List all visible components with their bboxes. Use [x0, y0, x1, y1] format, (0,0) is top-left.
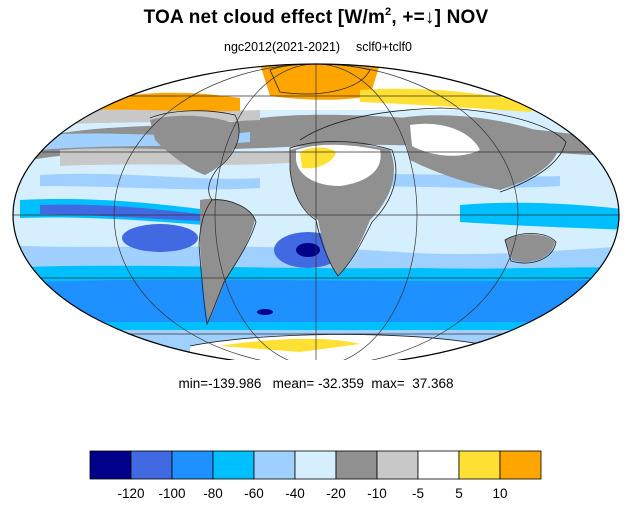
colorbar-label: -120	[117, 486, 144, 501]
coastline-south-america	[198, 199, 257, 326]
arctic-orange-west	[90, 92, 240, 114]
coastline-north-america	[149, 110, 240, 201]
coastline-eurasia	[299, 107, 567, 193]
map-border	[12, 63, 620, 360]
southern-dark-spot	[257, 309, 273, 315]
world-map	[12, 63, 620, 360]
colorbar-label: -40	[285, 486, 305, 501]
coastlines	[149, 64, 567, 347]
colorbar-box	[89, 450, 132, 480]
colorbar-label: -20	[326, 486, 346, 501]
colorbar-box	[458, 450, 501, 480]
colorbar-box	[499, 450, 542, 480]
subtitle-model: ngc2012(2021-2021)	[224, 40, 341, 54]
colorbar-label: 5	[455, 486, 463, 501]
colorbar-boxes	[89, 450, 542, 480]
australia-gray	[505, 234, 555, 262]
colorbar-box	[130, 450, 173, 480]
colorbar-box	[294, 450, 337, 480]
central-asia-white	[410, 123, 480, 156]
statistics-text: min=-139.986 mean= -32.359 max= 37.368	[178, 376, 454, 391]
graticule	[13, 63, 619, 360]
colorbar-box	[417, 450, 460, 480]
sahara-yellow	[300, 147, 336, 169]
east-pacific-core	[40, 204, 200, 221]
storm-track-core	[40, 279, 600, 300]
subtitle-variables: sclf0+tclf0	[356, 40, 412, 54]
colorbar-label: -80	[203, 486, 223, 501]
arctic-yellow-east	[360, 88, 540, 112]
colorbar-label: -60	[244, 486, 264, 501]
colorbar-box	[335, 450, 378, 480]
colorbar-box	[171, 450, 214, 480]
title-main: TOA net cloud effect [W/m	[143, 7, 386, 28]
west-pacific-band	[460, 202, 619, 230]
colorbar-box	[212, 450, 255, 480]
colorbar-box	[253, 450, 296, 480]
south-america-west-cloud	[122, 224, 198, 252]
colorbar-label: -5	[412, 486, 424, 501]
north-america-gray	[150, 115, 240, 175]
south-america-gray	[200, 198, 255, 322]
colorbar-label: -100	[158, 486, 185, 501]
title-rest: , +=↓] NOV	[391, 7, 489, 28]
coastline-antarctica	[189, 334, 481, 347]
colorbar-labels: -120 -100 -80 -60 -40 -20 -10 -5 5 10	[117, 486, 507, 501]
coastline-africa	[289, 141, 397, 277]
south-atlantic-core	[296, 243, 320, 257]
coastline-australia	[504, 233, 557, 264]
colorbar-label: 10	[492, 486, 507, 501]
north-pacific-band	[40, 173, 260, 190]
title-superscript: 2	[385, 6, 392, 18]
antarctic-yellow	[220, 338, 360, 352]
colorbar-box	[376, 450, 419, 480]
map-title: TOA net cloud effect [W/m2, +=↓] NOV	[0, 6, 632, 29]
colorbar-label: -10	[367, 486, 387, 501]
